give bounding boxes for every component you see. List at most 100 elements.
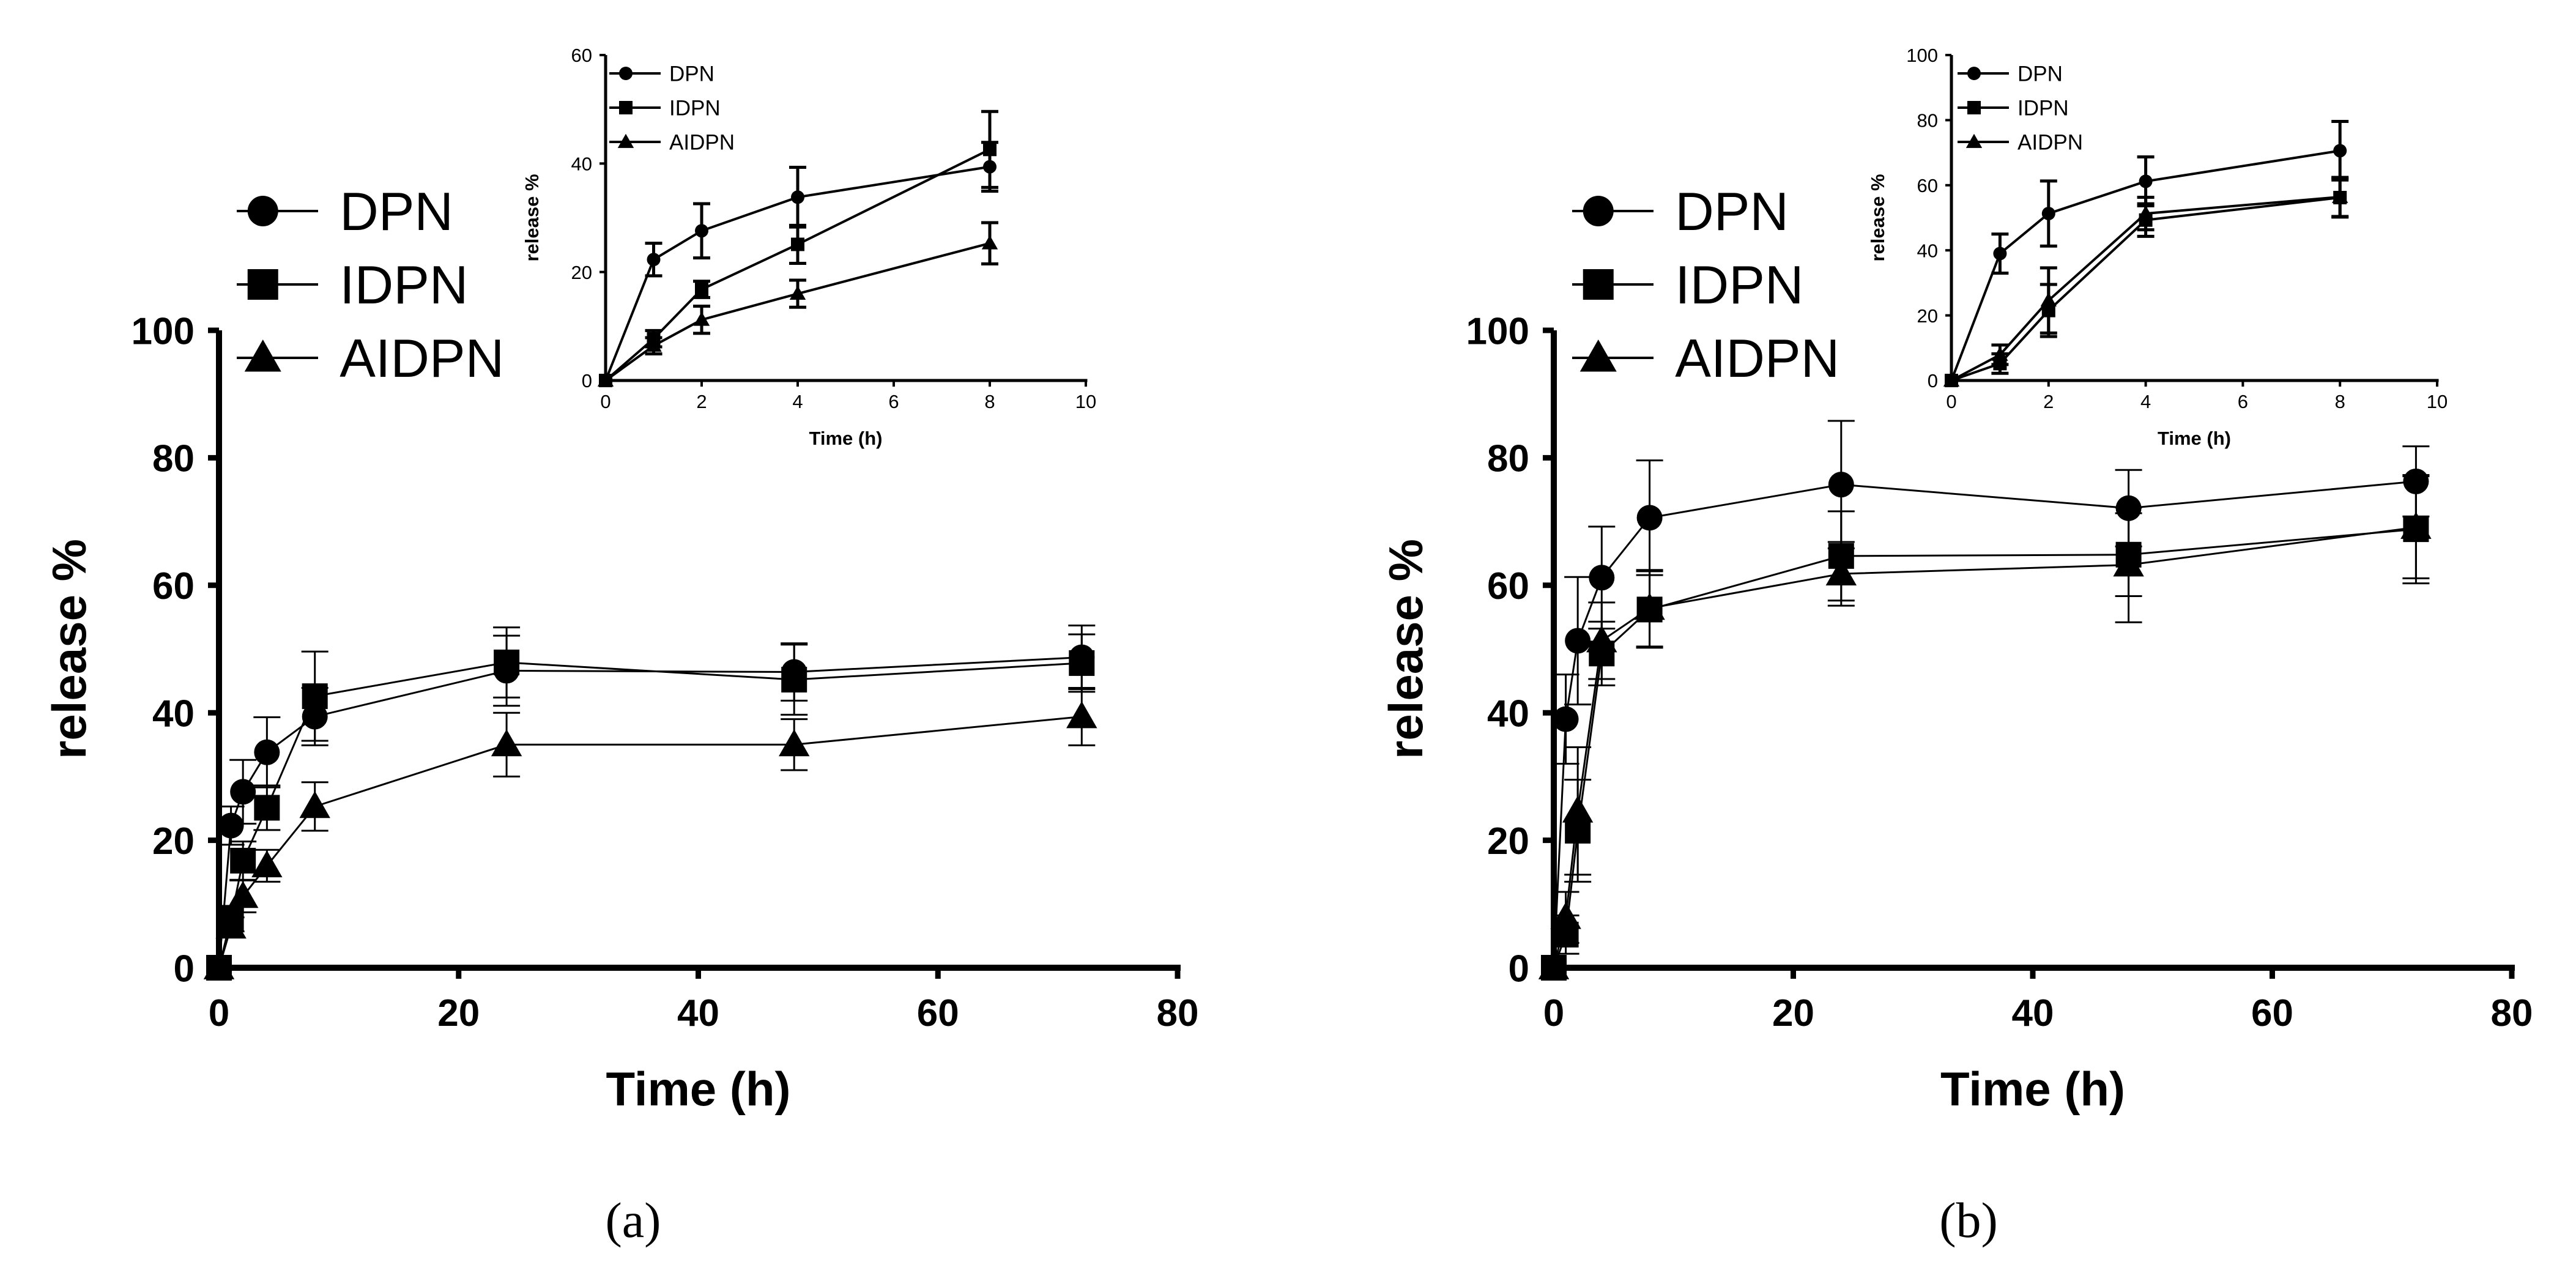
- x-tick-label: 40: [677, 992, 719, 1034]
- series-aidpn: [1943, 176, 2349, 387]
- legend: DPN IDPN AIDPN: [237, 181, 504, 388]
- data-point: [2041, 207, 2055, 221]
- data-point: [494, 649, 520, 675]
- y-tick-label: 80: [1917, 110, 1938, 132]
- y-tick-label: 60: [571, 45, 592, 66]
- x-tick-label: 0: [1543, 992, 1564, 1034]
- data-point: [981, 235, 998, 250]
- data-point: [693, 311, 710, 326]
- x-tick-label: 4: [2140, 391, 2151, 412]
- y-tick-label: 80: [152, 438, 195, 480]
- x-axis-label: Time (h): [809, 428, 883, 449]
- legend-item-dpn: DPN: [237, 181, 453, 242]
- y-tick-label: 20: [1487, 820, 1529, 863]
- legend-marker: [1583, 269, 1614, 300]
- data-point: [491, 729, 522, 757]
- x-tick-label: 60: [917, 992, 959, 1034]
- legend: DPN IDPN AIDPN: [609, 62, 735, 154]
- data-point: [1553, 706, 1579, 732]
- legend-item-dpn: DPN: [1572, 181, 1789, 242]
- data-point: [779, 729, 810, 757]
- legend-item-aidpn: AIDPN: [1572, 328, 1839, 388]
- y-tick-label: 80: [1487, 438, 1529, 480]
- data-point: [1538, 952, 1570, 979]
- x-tick-label: 20: [437, 992, 480, 1034]
- legend-label: AIDPN: [1675, 328, 1839, 388]
- y-axis-label: release %: [1379, 539, 1433, 759]
- legend-item-idpn: IDPN: [1958, 96, 2069, 120]
- x-tick-label: 4: [792, 391, 803, 412]
- legend-marker: [619, 101, 633, 114]
- data-point: [1565, 628, 1591, 654]
- x-tick-label: 20: [1772, 992, 1814, 1034]
- legend-item-dpn: DPN: [609, 62, 715, 86]
- data-point: [791, 190, 804, 204]
- legend-item-dpn: DPN: [1958, 62, 2063, 86]
- legend-marker: [1967, 101, 1981, 114]
- y-tick-label: 60: [1917, 175, 1938, 196]
- x-tick-label: 80: [1157, 992, 1199, 1034]
- legend-item-aidpn: AIDPN: [237, 328, 504, 388]
- data-point: [2040, 292, 2057, 307]
- figure-caption-a: (a): [605, 1192, 661, 1248]
- data-point: [983, 143, 997, 157]
- data-point: [254, 795, 280, 821]
- legend-label: DPN: [2017, 62, 2063, 86]
- y-tick-label: 0: [1509, 948, 1529, 990]
- data-point: [1562, 795, 1594, 823]
- x-axis-label: Time (h): [606, 1062, 791, 1116]
- data-point: [1825, 558, 1857, 585]
- y-axis-label: release %: [521, 174, 543, 261]
- series-idpn: [599, 109, 998, 387]
- x-tick-label: 8: [2335, 391, 2345, 412]
- data-point: [1943, 372, 1960, 387]
- y-tick-label: 0: [1928, 370, 1938, 392]
- y-tick-label: 20: [152, 820, 195, 863]
- y-tick-label: 40: [571, 153, 592, 174]
- data-point: [2137, 205, 2154, 220]
- y-tick-label: 100: [1466, 310, 1529, 352]
- series-aidpn: [1538, 475, 2432, 979]
- legend-marker: [1579, 340, 1617, 372]
- x-tick-label: 0: [209, 992, 229, 1034]
- legend-marker: [244, 340, 281, 372]
- legend-label: DPN: [1675, 181, 1789, 242]
- series-line: [218, 715, 1082, 968]
- y-tick-label: 40: [1487, 693, 1529, 735]
- data-point: [1586, 625, 1617, 653]
- x-tick-label: 10: [1075, 391, 1096, 412]
- data-point: [1636, 505, 1663, 531]
- legend: DPN IDPN AIDPN: [1572, 181, 1839, 388]
- data-point: [254, 739, 280, 765]
- data-point: [251, 850, 283, 878]
- x-tick-label: 8: [984, 391, 995, 412]
- x-tick-label: 0: [1946, 391, 1956, 412]
- data-point: [1550, 902, 1581, 929]
- legend-label: IDPN: [2017, 96, 2069, 120]
- data-point: [299, 791, 330, 818]
- legend-label: DPN: [340, 181, 453, 242]
- data-point: [2333, 144, 2347, 158]
- legend-label: AIDPN: [340, 328, 504, 388]
- y-tick-label: 0: [582, 370, 592, 392]
- data-point: [647, 253, 661, 267]
- data-point: [215, 911, 247, 939]
- legend-marker: [619, 67, 633, 80]
- data-point: [1589, 565, 1615, 591]
- chart-panel-a-inset: 0 2 4 6 8 10 0 20 40 60 Time (h) release % DPN IDPN AI…: [521, 45, 1096, 449]
- data-point: [2113, 549, 2144, 577]
- legend-marker: [1967, 67, 1981, 80]
- legend-item-aidpn: AIDPN: [609, 130, 735, 154]
- legend-label: DPN: [669, 62, 715, 86]
- series-aidpn: [203, 687, 1097, 979]
- legend-item-aidpn: AIDPN: [1958, 130, 2083, 154]
- legend-label: IDPN: [669, 96, 721, 120]
- data-point: [203, 952, 235, 979]
- data-point: [1993, 247, 2007, 261]
- data-point: [230, 779, 256, 805]
- legend-label: AIDPN: [669, 130, 735, 154]
- data-point: [2332, 188, 2348, 203]
- legend-item-idpn: IDPN: [1572, 254, 1803, 315]
